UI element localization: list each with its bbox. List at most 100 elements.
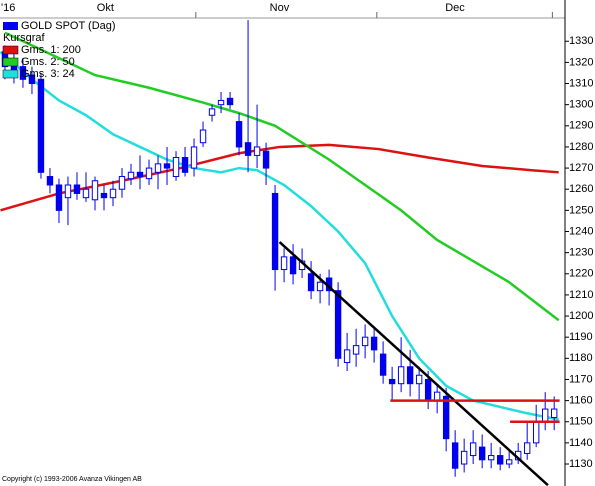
candle-body bbox=[244, 142, 252, 156]
y-tick-label: 1270 bbox=[569, 162, 593, 174]
candle-body bbox=[208, 108, 216, 116]
candle-body bbox=[136, 171, 144, 178]
candle-body bbox=[82, 188, 90, 199]
candle-body bbox=[190, 146, 198, 169]
candle-body bbox=[289, 256, 297, 275]
candle-body bbox=[199, 129, 207, 144]
y-tick-label: 1200 bbox=[569, 310, 593, 322]
candle-body bbox=[154, 163, 162, 173]
month-label: '16 bbox=[1, 2, 15, 14]
y-tick-label: 1220 bbox=[569, 268, 593, 280]
y-tick-label: 1240 bbox=[569, 225, 593, 237]
candle-body bbox=[478, 446, 486, 461]
candle-body bbox=[127, 171, 135, 180]
y-tick-label: 1210 bbox=[569, 289, 593, 301]
candle-body bbox=[379, 353, 387, 376]
legend-swatch bbox=[2, 45, 19, 55]
candle-body bbox=[271, 192, 279, 271]
candle-body bbox=[109, 188, 117, 199]
copyright: Copyright (c) 1993-2006 Avanza Vikingen … bbox=[2, 476, 142, 483]
candle-body bbox=[91, 180, 99, 201]
candle-body bbox=[388, 378, 396, 385]
y-tick-label: 1140 bbox=[569, 437, 593, 449]
y-tick-label: 1260 bbox=[569, 183, 593, 195]
candle-body bbox=[73, 184, 81, 194]
moving-average bbox=[0, 143, 559, 212]
y-tick-label: 1280 bbox=[569, 141, 593, 153]
candle-body bbox=[352, 345, 360, 355]
candle-body bbox=[253, 146, 261, 156]
candle-body bbox=[100, 192, 108, 199]
legend-label: Gms. 3: 24 bbox=[21, 68, 75, 80]
moving-average bbox=[4, 31, 560, 322]
candle-body bbox=[217, 99, 225, 106]
candle-body bbox=[280, 256, 288, 271]
candle-body bbox=[316, 281, 324, 292]
plot-area bbox=[0, 20, 560, 486]
candle-body bbox=[181, 157, 189, 173]
candle-body bbox=[361, 336, 369, 347]
legend-swatch bbox=[2, 57, 19, 67]
candle-body bbox=[235, 121, 243, 148]
candle-body bbox=[397, 366, 405, 385]
y-tick-label: 1170 bbox=[569, 373, 593, 385]
candle-body bbox=[37, 78, 45, 173]
y-tick-label: 1310 bbox=[569, 77, 593, 89]
legend-swatch bbox=[2, 69, 19, 79]
candle-body bbox=[145, 167, 153, 180]
month-label: Dec bbox=[445, 2, 465, 14]
candle-body bbox=[334, 290, 342, 359]
y-tick-label: 1160 bbox=[569, 395, 593, 407]
candle-body bbox=[406, 366, 414, 385]
candle-body bbox=[451, 442, 459, 469]
candle-body bbox=[343, 349, 351, 364]
month-label: Okt bbox=[97, 2, 114, 14]
month-label: Nov bbox=[270, 2, 290, 14]
y-tick-label: 1150 bbox=[569, 416, 593, 428]
y-tick-label: 1300 bbox=[569, 99, 593, 111]
legend-label: GOLD SPOT (Dag) bbox=[21, 20, 116, 32]
candle-body bbox=[226, 97, 234, 106]
candle-body bbox=[550, 408, 558, 419]
candle-body bbox=[505, 459, 513, 465]
candle-body bbox=[370, 336, 378, 351]
candle-body bbox=[541, 408, 549, 423]
candle-body bbox=[424, 378, 432, 402]
trend-line bbox=[278, 241, 549, 486]
y-tick-label: 1180 bbox=[569, 352, 593, 364]
legend-swatch bbox=[3, 22, 18, 30]
candle-body bbox=[307, 273, 315, 292]
y-tick-label: 1230 bbox=[569, 247, 593, 259]
legend-heading: Kursgraf bbox=[3, 32, 46, 44]
candle-body bbox=[163, 163, 171, 169]
candle-body bbox=[64, 184, 72, 199]
y-tick-label: 1330 bbox=[569, 35, 593, 47]
y-tick-label: 1320 bbox=[569, 56, 593, 68]
candle-body bbox=[523, 442, 531, 454]
y-tick-label: 1130 bbox=[569, 458, 593, 470]
candle-body bbox=[55, 184, 63, 211]
candle-body bbox=[172, 157, 180, 178]
candle-body bbox=[442, 395, 450, 440]
candle-body bbox=[118, 176, 126, 190]
legend-label: Gms. 2: 50 bbox=[21, 56, 75, 68]
candle-body bbox=[487, 455, 495, 461]
legend-label: Gms. 1: 200 bbox=[21, 44, 81, 56]
candle-body bbox=[433, 391, 441, 402]
y-tick-label: 1250 bbox=[569, 204, 593, 216]
candle-body bbox=[262, 150, 270, 169]
y-tick-label: 1290 bbox=[569, 120, 593, 132]
moving-average bbox=[0, 50, 559, 421]
candle-body bbox=[460, 450, 468, 465]
candle-body bbox=[46, 176, 54, 186]
candle-body bbox=[496, 455, 504, 465]
candle-body bbox=[532, 421, 540, 444]
candle-body bbox=[415, 374, 423, 385]
candle-body bbox=[469, 442, 477, 457]
y-tick-label: 1190 bbox=[569, 331, 593, 343]
candle-body bbox=[19, 66, 27, 80]
candle-body bbox=[28, 74, 36, 85]
